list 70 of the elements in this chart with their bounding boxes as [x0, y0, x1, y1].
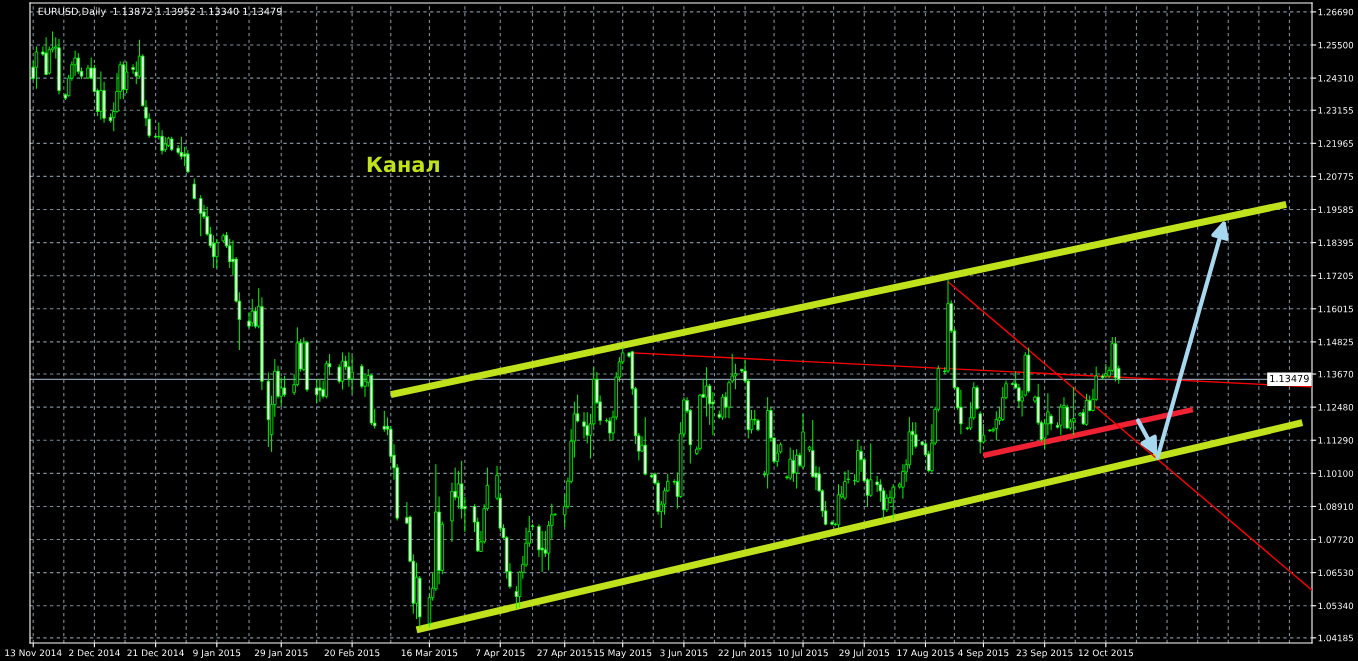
x-tick-label: 3 Jun 2015 — [660, 649, 708, 658]
candlestick — [314, 379, 319, 404]
candlestick — [282, 375, 287, 397]
y-tick-label: 1.08910 — [1318, 503, 1354, 510]
y-tick-label: 1.17205 — [1318, 272, 1353, 280]
candlestick — [250, 299, 254, 327]
annotation: Канал — [367, 156, 439, 173]
candlestick — [44, 37, 48, 76]
x-tick-label: 20 Feb 2015 — [324, 649, 380, 657]
x-tick-label: 4 Sep 2015 — [958, 649, 1009, 658]
candlestick — [124, 61, 129, 94]
y-tick-label: 1.07720 — [1318, 536, 1354, 543]
x-tick-label: 29 Jul 2015 — [839, 649, 890, 658]
candlestick — [192, 178, 196, 200]
y-tick-label: 1.25500 — [1318, 41, 1354, 49]
candlestick — [830, 520, 834, 526]
candlestick — [76, 53, 81, 75]
y-tick-label: 1.13670 — [1318, 370, 1354, 378]
candlestick — [788, 447, 792, 481]
candlestick — [318, 379, 322, 402]
x-tick-label: 23 Sep 2015 — [1016, 649, 1073, 658]
y-tick-label: 1.04185 — [1318, 634, 1353, 642]
y-tick-label: 1.05340 — [1318, 602, 1354, 610]
x-tick-label: 21 Dec 2014 — [127, 649, 184, 657]
x-tick-label: 15 May 2015 — [594, 649, 652, 658]
y-tick-label: 1.20775 — [1318, 173, 1353, 180]
candlestick — [791, 450, 796, 482]
candlestick — [34, 46, 39, 89]
chart-title: EURUSD,Daily 1.13872 1.13952 1.13340 1.13479 — [38, 7, 282, 17]
y-tick-label: 1.23155 — [1318, 107, 1353, 114]
candlestick — [704, 367, 709, 417]
y-tick-label: 1.14825 — [1318, 338, 1353, 346]
candlestick — [869, 443, 873, 497]
y-tick-label: 1.06530 — [1318, 569, 1354, 577]
x-tick-label: 27 Apr 2015 — [537, 649, 592, 658]
x-tick-label: 29 Jan 2015 — [254, 649, 308, 658]
x-tick-label: 17 Aug 2015 — [897, 649, 954, 658]
candlestick — [199, 195, 203, 237]
candlestick — [186, 150, 190, 173]
y-tick-label: 1.10100 — [1318, 470, 1354, 477]
y-tick-label: 1.19585 — [1318, 206, 1353, 213]
y-tick-label: 1.11290 — [1318, 437, 1354, 444]
y-tick-label: 1.16015 — [1318, 305, 1353, 313]
x-tick-label: 16 Mar 2015 — [401, 649, 458, 657]
candlestick — [959, 389, 963, 435]
y-tick-label: 1.18395 — [1318, 239, 1353, 247]
candlestick — [215, 238, 219, 268]
candlestick — [350, 355, 354, 394]
candlestick — [382, 410, 387, 432]
x-tick-label: 13 Nov 2014 — [5, 649, 62, 657]
candlestick — [608, 417, 612, 442]
candlestick — [337, 364, 341, 384]
candlestick — [891, 484, 895, 519]
y-tick-label: 1.26690 — [1318, 8, 1354, 16]
y-tick-label: 1.24310 — [1318, 74, 1354, 82]
x-tick-label: 22 Jun 2015 — [718, 649, 772, 658]
candlestick — [994, 411, 999, 441]
candlestick — [1010, 382, 1015, 386]
x-tick-label: 9 Jan 2015 — [193, 649, 241, 658]
y-tick-label: 1.21965 — [1318, 140, 1353, 147]
candlestick — [843, 471, 847, 501]
candlestick — [456, 470, 461, 509]
x-tick-label: 7 Apr 2015 — [475, 649, 525, 658]
y-tick-label: 1.12480 — [1318, 403, 1354, 411]
x-tick-label: 2 Dec 2014 — [69, 649, 120, 657]
ref-line-label: 1.13479 — [1270, 374, 1309, 383]
candlestick — [585, 412, 589, 444]
x-tick-label: 12 Oct 2015 — [1078, 649, 1133, 657]
candlestick — [99, 71, 103, 120]
x-tick-label: 10 Jul 2015 — [778, 649, 828, 658]
